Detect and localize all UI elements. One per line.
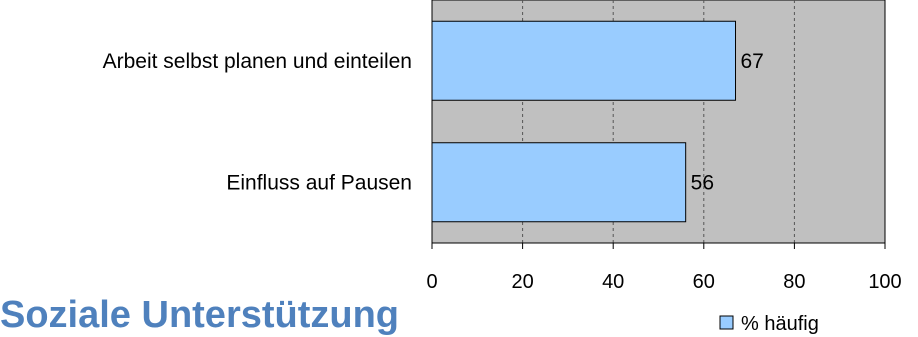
x-tick-label: 80 [783, 271, 805, 293]
x-tick-label: 60 [693, 271, 715, 293]
legend-label: % häufig [741, 313, 819, 335]
x-tick-label: 0 [426, 271, 437, 293]
legend: % häufig [720, 313, 819, 335]
x-tick-label: 20 [511, 271, 533, 293]
legend-swatch [720, 316, 733, 329]
section-heading: Soziale Unterstützung [0, 296, 399, 334]
data-label: 67 [741, 50, 764, 73]
x-axis: 0 20 40 60 80 100 [426, 243, 901, 293]
category-label: Einfluss auf Pausen [226, 171, 412, 194]
x-tick-label: 40 [602, 271, 624, 293]
x-tick-label: 100 [868, 271, 901, 293]
data-label: 56 [691, 171, 714, 194]
bar [432, 143, 686, 222]
bar [432, 21, 736, 100]
category-labels: Arbeit selbst planen und einteilen Einflu… [103, 50, 412, 195]
category-label: Arbeit selbst planen und einteilen [103, 50, 412, 73]
